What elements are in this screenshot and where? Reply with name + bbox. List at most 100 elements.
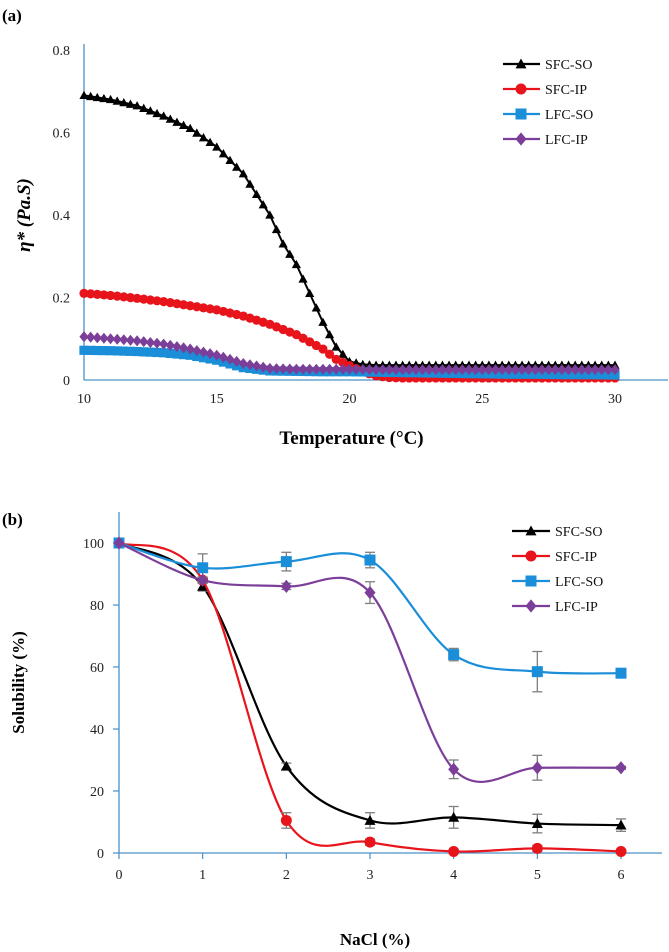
x-tick-label: 6 [618,868,625,883]
legend-item-sfc-ip: SFC-IP [503,83,587,98]
legend-marker [515,132,527,146]
series-sfc-so [79,90,620,369]
x-tick-label: 10 [77,392,91,407]
panel-label: (b) [2,510,23,529]
data-point [510,364,521,376]
legend-label: SFC-SO [545,58,592,73]
data-point [212,142,222,151]
x-axis-title: NaCl (%) [340,930,410,949]
data-point [185,123,195,133]
data-point [159,111,169,120]
panel-a: (a) 10 15 20 25 30 0 0.2 0.4 0.6 0.8 Temperature (°… [2,6,668,449]
data-point [531,818,543,828]
data-point [563,364,574,376]
data-point [544,364,554,376]
series-lfc-ip [113,536,627,783]
data-point [105,290,116,301]
data-point [318,363,328,375]
y-tick-label: 100 [83,537,104,552]
data-point [537,364,547,376]
legend-marker [525,575,537,587]
data-point [391,364,401,376]
data-point [364,364,375,376]
data-point [232,162,242,171]
data-point [185,343,195,355]
data-point [225,353,235,365]
data-point [411,364,421,376]
data-point [531,666,543,678]
data-point [258,200,268,209]
y-axis-title: Solubility (%) [9,631,28,734]
data-point [331,342,341,351]
data-point [79,331,89,343]
data-point [358,359,368,369]
data-point [178,342,189,354]
data-point [192,351,202,362]
data-point [497,364,507,376]
data-point [504,364,514,376]
data-point [448,845,460,857]
data-point [311,363,321,375]
data-point [577,364,587,376]
data-point [172,349,182,359]
data-point [232,355,242,367]
data-point [291,259,301,269]
data-point [531,761,543,775]
data-point [197,573,209,587]
data-point [99,290,109,300]
legend-item-sfc-so: SFC-SO [512,525,602,540]
data-point [92,289,102,300]
data-point [431,364,441,376]
legend-label: LFC-SO [555,575,603,590]
data-point [119,334,129,346]
data-point [424,364,434,376]
data-point [324,349,335,359]
data-point [318,317,328,326]
data-point [298,363,308,375]
data-point [364,586,376,600]
data-point [331,363,341,375]
data-point [338,349,348,358]
legend-item-lfc-ip: LFC-IP [512,599,598,615]
data-point [139,347,149,357]
y-tick-label: 40 [90,723,104,738]
data-point [530,364,540,376]
data-point [132,346,142,357]
data-point [531,842,543,854]
data-point [358,363,368,376]
data-point [550,364,560,376]
data-point [92,332,102,344]
data-point [318,344,328,354]
data-point [159,348,169,358]
legend-label: SFC-IP [545,83,587,98]
data-point [238,357,248,370]
data-point [79,345,89,355]
legend-item-lfc-so: LFC-SO [503,108,593,123]
legend-item-sfc-so: SFC-SO [503,58,592,73]
x-tick-label: 20 [343,392,357,407]
data-point [159,338,169,350]
x-tick-label: 15 [210,392,224,407]
data-point [265,362,275,374]
data-point [86,331,96,343]
legend-item-lfc-so: LFC-SO [512,575,603,590]
data-point [590,364,600,376]
data-point [205,348,215,360]
data-point [305,288,315,298]
data-point [79,90,89,100]
data-point [212,349,222,361]
data-point [251,189,262,199]
data-point [197,562,209,574]
data-point [86,345,96,356]
series-lfc-ip [79,331,620,376]
data-point [125,293,136,303]
data-point [245,359,255,371]
data-point [484,364,494,376]
data-point [218,351,228,363]
data-point [192,128,202,137]
x-tick-label: 1 [199,868,206,883]
data-point [132,101,142,110]
y-axis-title: η* (Pa.S) [14,178,35,252]
y-tick-label: 0.6 [53,127,71,142]
data-point [490,364,501,376]
